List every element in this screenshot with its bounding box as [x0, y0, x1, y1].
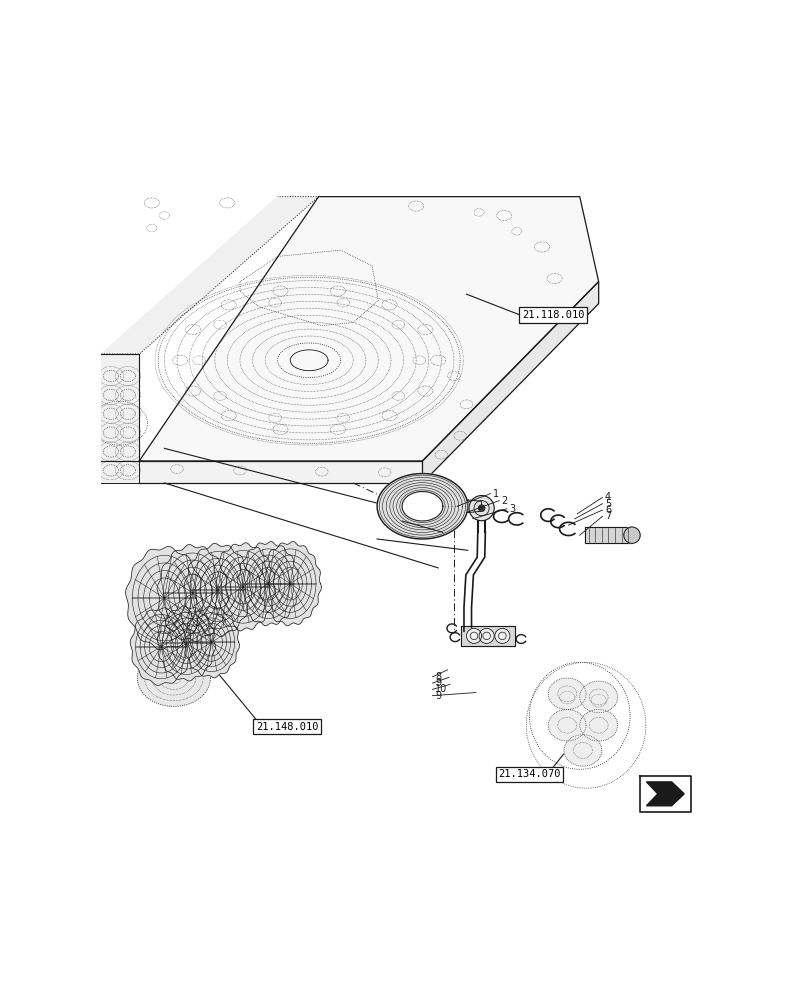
Text: 21.148.010: 21.148.010 [255, 722, 318, 732]
Text: 9: 9 [435, 678, 440, 688]
Text: 8: 8 [435, 672, 440, 682]
Polygon shape [401, 492, 442, 521]
Polygon shape [259, 542, 321, 626]
Polygon shape [376, 474, 467, 539]
Text: 10: 10 [435, 684, 447, 694]
Polygon shape [547, 710, 586, 741]
Polygon shape [210, 543, 275, 631]
Text: 2: 2 [501, 496, 508, 506]
Circle shape [478, 628, 494, 643]
Polygon shape [130, 608, 192, 685]
Text: 5: 5 [604, 499, 611, 509]
Polygon shape [157, 545, 228, 642]
Polygon shape [137, 650, 210, 706]
Polygon shape [139, 197, 598, 461]
Polygon shape [101, 197, 318, 354]
Circle shape [623, 527, 639, 543]
Polygon shape [183, 607, 239, 678]
Text: 21.134.070: 21.134.070 [498, 769, 560, 779]
Polygon shape [579, 681, 617, 713]
Circle shape [494, 628, 509, 643]
Polygon shape [157, 606, 216, 681]
Text: 7: 7 [604, 511, 611, 521]
Polygon shape [98, 354, 139, 483]
Polygon shape [139, 461, 422, 483]
Polygon shape [461, 626, 514, 646]
Circle shape [478, 505, 484, 511]
Polygon shape [101, 354, 139, 461]
Polygon shape [467, 500, 481, 513]
Polygon shape [126, 546, 203, 650]
Polygon shape [646, 782, 684, 806]
Polygon shape [547, 678, 586, 710]
Polygon shape [579, 710, 617, 741]
Text: 21.118.010: 21.118.010 [521, 310, 584, 320]
Circle shape [469, 496, 494, 521]
Text: 6: 6 [604, 505, 611, 515]
Polygon shape [564, 735, 601, 766]
Polygon shape [422, 282, 598, 483]
Text: 9: 9 [435, 691, 440, 701]
Polygon shape [184, 543, 251, 637]
Polygon shape [584, 527, 631, 543]
Text: 1: 1 [492, 489, 499, 499]
Text: 3: 3 [508, 504, 515, 514]
Polygon shape [237, 542, 299, 626]
Circle shape [466, 628, 481, 643]
Text: 4: 4 [604, 492, 611, 502]
